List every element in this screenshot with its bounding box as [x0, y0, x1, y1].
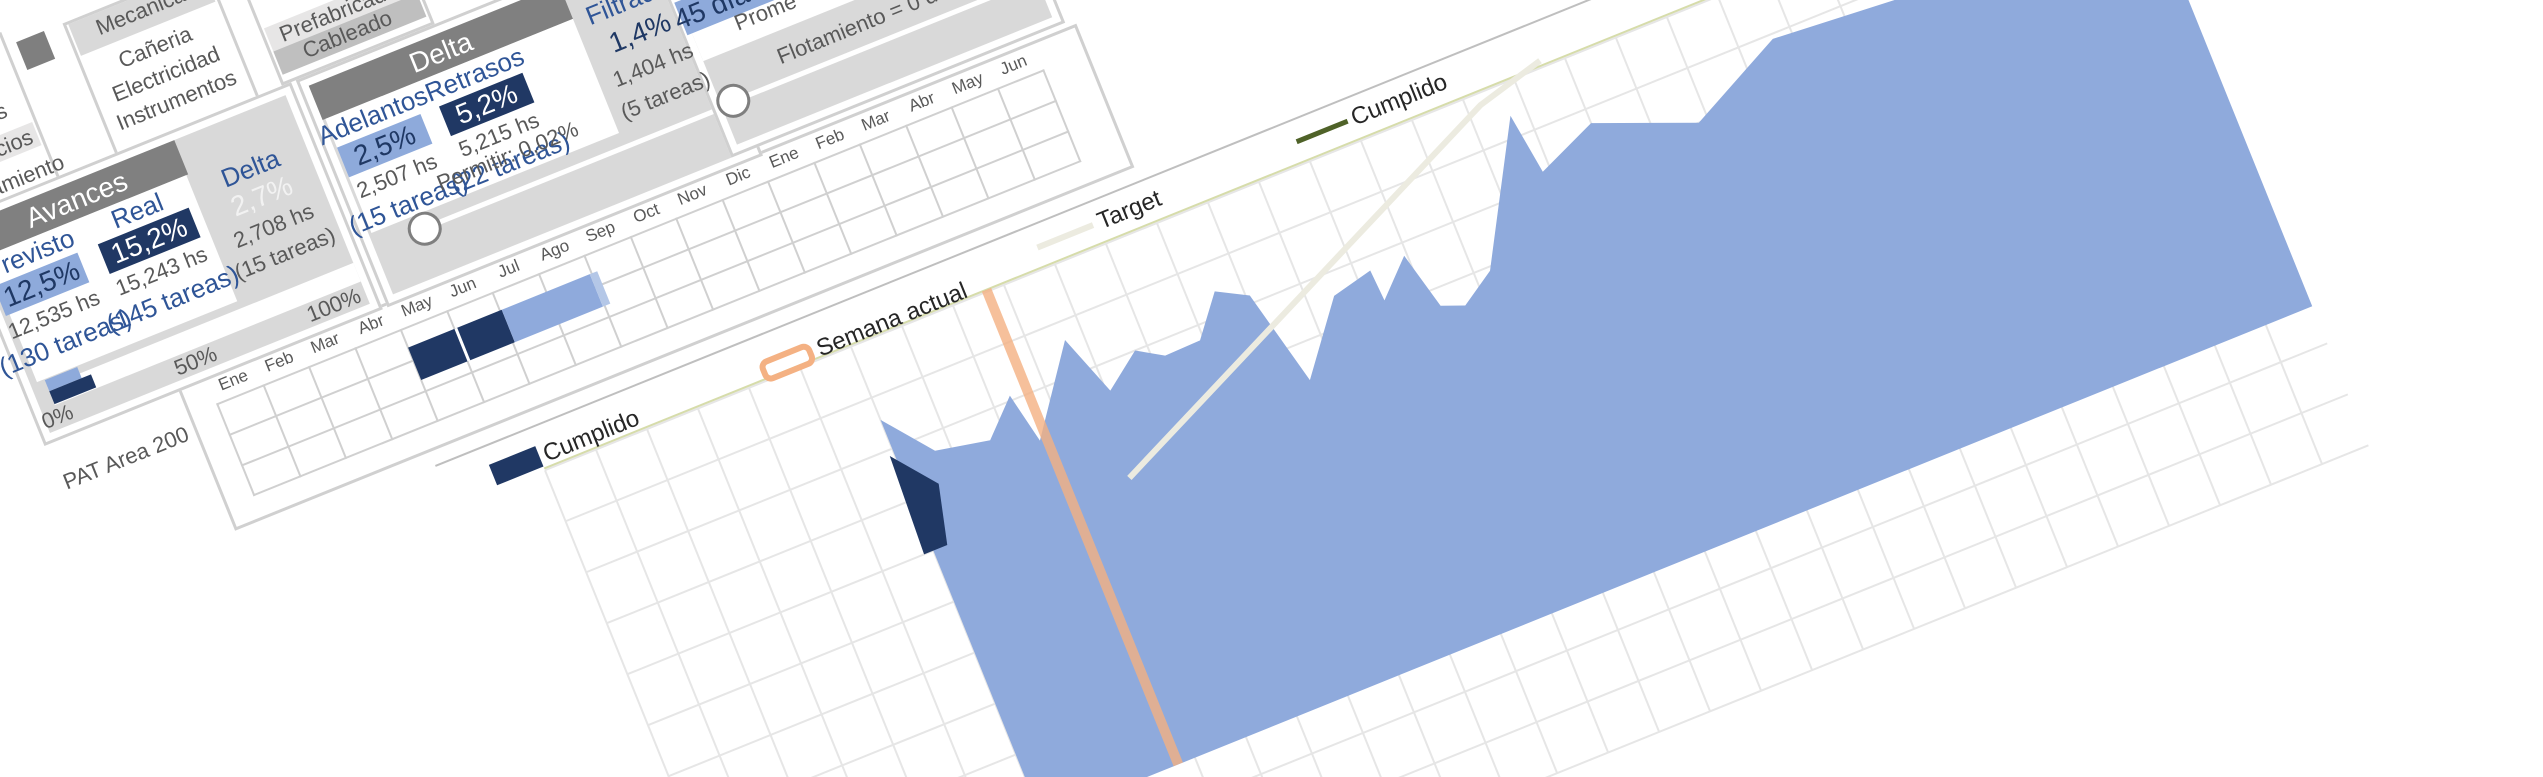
- chart-grid: [646, 428, 896, 777]
- current-week: [981, 287, 1183, 767]
- chart-grid: [791, 444, 2369, 777]
- area-series-dark: [889, 456, 948, 555]
- legend-swatch: [759, 343, 816, 382]
- chart-grid: [771, 393, 2349, 777]
- chart-grid: [565, 0, 2143, 523]
- area-series: [880, 0, 2313, 777]
- legend-swatch: [488, 446, 544, 486]
- target-line: [1127, 58, 1542, 480]
- chart-grid: [750, 342, 2328, 777]
- chart-border: [435, 0, 2105, 467]
- legend-swatch: [1036, 222, 1095, 251]
- legend-swatch: [1295, 118, 1349, 145]
